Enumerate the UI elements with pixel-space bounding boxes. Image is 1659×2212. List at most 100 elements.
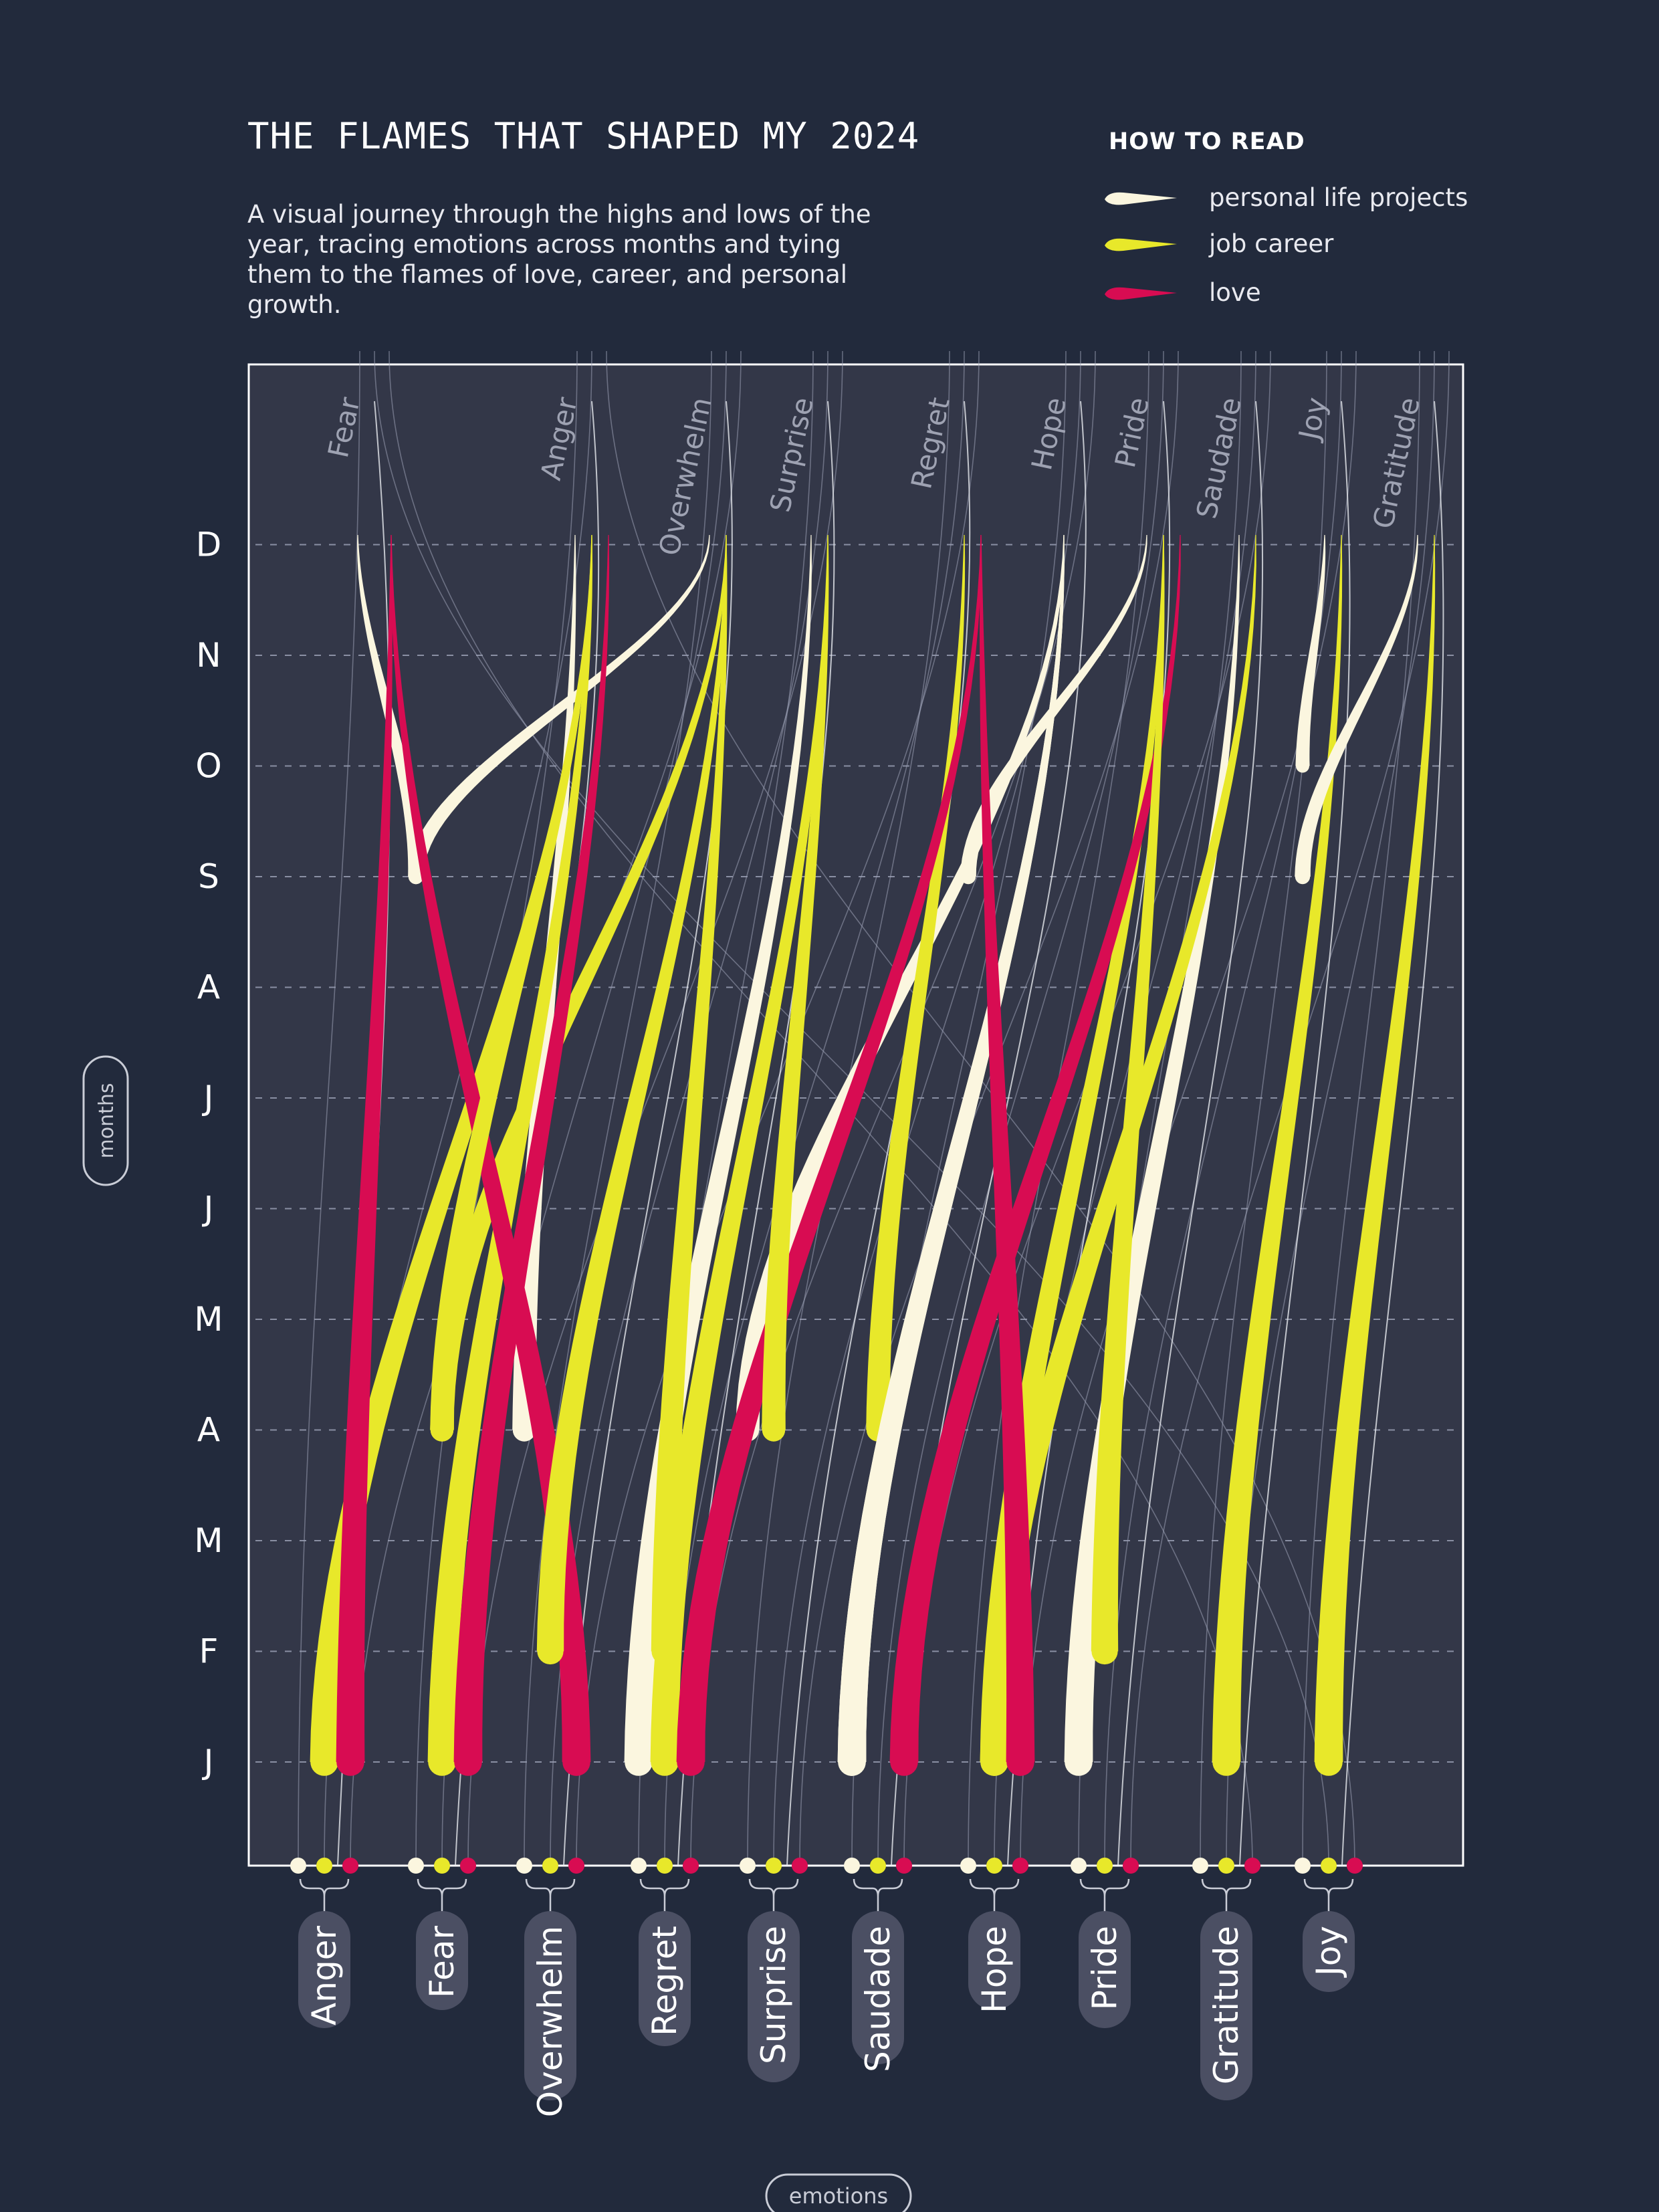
start-dot-love — [568, 1858, 584, 1874]
months-axis-pill — [82, 1055, 129, 1186]
flame-love-saudade — [889, 535, 1181, 1776]
emotion-pill — [1303, 1911, 1355, 1992]
emotion-pill — [1079, 1911, 1131, 2028]
flame-personal-joy — [1295, 535, 1326, 773]
start-dot-career — [986, 1858, 1002, 1874]
emotion-bracket — [299, 1878, 350, 1897]
trail-line — [1117, 401, 1264, 1866]
page-subtitle: A visual journey through the highs and l… — [247, 200, 871, 319]
legend-flame-love-icon — [1105, 287, 1177, 300]
start-dot-career — [434, 1858, 450, 1874]
emotions-axis-title: emotions — [789, 2183, 888, 2209]
emotion-bracket — [1079, 1878, 1130, 1897]
trail-line — [524, 350, 712, 1866]
emotion-bracket — [639, 1878, 690, 1897]
legend-label-career: job career — [1209, 229, 1334, 258]
trail-line — [1239, 401, 1351, 1866]
bottom-emotion-label: Joy — [1309, 1926, 1348, 1978]
start-dot-career — [657, 1858, 673, 1874]
flame-career-fear — [430, 535, 592, 1442]
start-dot-personal — [516, 1858, 532, 1874]
trail-line — [1020, 350, 1357, 1866]
month-tick-label: O — [195, 747, 221, 786]
month-tick-label: A — [197, 1411, 220, 1450]
trail-line — [298, 350, 360, 1866]
start-dot-personal — [1071, 1858, 1087, 1874]
emotion-bracket — [525, 1878, 576, 1897]
start-dot-love — [1012, 1858, 1028, 1874]
start-dot-career — [1218, 1858, 1234, 1874]
start-dot-personal — [1192, 1858, 1208, 1874]
bottom-emotion-label: Overwhelm — [531, 1926, 570, 2117]
start-dot-love — [342, 1858, 358, 1874]
start-dot-love — [1123, 1858, 1139, 1874]
trail-line — [799, 350, 1179, 1866]
start-dot-love — [460, 1858, 476, 1874]
emotion-group-gratitude: Gratitude — [1192, 1858, 1260, 2100]
start-dot-love — [1244, 1858, 1260, 1874]
bottom-emotion-label: Regret — [645, 1926, 684, 2036]
month-tick-label: N — [196, 636, 221, 675]
emotion-group-fear: Fear — [408, 1858, 476, 2010]
flame-career-anger — [310, 535, 592, 1776]
flame-personal-saudade — [837, 535, 1065, 1776]
trail-line — [1200, 350, 1327, 1866]
bottom-emotion-label: Anger — [305, 1926, 344, 2025]
start-dot-career — [542, 1858, 558, 1874]
month-tick-label: A — [197, 968, 220, 1007]
emotion-group-joy: Joy — [1295, 1858, 1363, 1992]
emotion-pill — [1200, 1911, 1252, 2100]
start-dot-love — [896, 1858, 912, 1874]
flame-career-overwhelm — [536, 535, 727, 1665]
emotion-pill — [852, 1911, 904, 2064]
month-tick-label: J — [202, 1743, 214, 1781]
flame-career-fear — [430, 535, 727, 1442]
emotion-bracket — [969, 1878, 1020, 1897]
trail-line — [877, 350, 1164, 1866]
emotion-bracket — [748, 1878, 799, 1897]
flame-career-hope — [980, 535, 1256, 1776]
start-dot-personal — [844, 1858, 860, 1874]
flame-love-regret — [676, 535, 982, 1776]
legend-label-personal: personal life projects — [1209, 183, 1468, 212]
flame-career-surprise — [762, 535, 829, 1442]
emotion-group-anger: Anger — [290, 1858, 358, 2028]
trail-line — [563, 401, 733, 1866]
emotion-group-pride: Pride — [1071, 1858, 1139, 2028]
emotion-group-overwhelm: Overwhelm — [516, 1858, 584, 2117]
bottom-emotion-label: Gratitude — [1207, 1926, 1246, 2084]
emotion-pill — [968, 1911, 1020, 2010]
flame-career-fear — [427, 535, 593, 1776]
start-dot-personal — [740, 1858, 756, 1874]
emotion-bracket — [1201, 1878, 1252, 1897]
flame-personal-joy — [1295, 535, 1418, 885]
emotion-bracket — [1303, 1878, 1354, 1897]
legend-flame-personal-icon — [1105, 192, 1177, 205]
bottom-emotion-label: Fear — [423, 1926, 461, 1998]
emotion-group-saudade: Saudade — [844, 1858, 912, 2072]
flame-career-regret — [651, 535, 728, 1665]
emotion-pill — [524, 1911, 576, 2100]
flame-personal-surprise — [736, 535, 1065, 1442]
emotion-bracket — [417, 1878, 467, 1897]
month-tick-label: S — [198, 857, 219, 896]
month-tick-label: M — [194, 1300, 223, 1339]
start-dot-career — [1321, 1858, 1337, 1874]
start-dot-personal — [960, 1858, 976, 1874]
start-dot-career — [766, 1858, 782, 1874]
month-tick-label: J — [202, 1079, 214, 1117]
start-dot-career — [316, 1858, 332, 1874]
months-axis-title: months — [95, 1083, 118, 1159]
flame-career-saudade — [866, 535, 966, 1442]
start-dot-personal — [408, 1858, 424, 1874]
start-dot-personal — [631, 1858, 647, 1874]
flames — [310, 535, 1436, 1776]
month-tick-label: J — [202, 1190, 214, 1228]
start-dot-career — [1097, 1858, 1113, 1874]
emotion-pill — [748, 1911, 800, 2082]
start-dot-love — [792, 1858, 808, 1874]
month-tick-label: D — [196, 526, 222, 564]
start-dot-career — [870, 1858, 886, 1874]
bottom-emotion-label: Surprise — [754, 1926, 793, 2064]
